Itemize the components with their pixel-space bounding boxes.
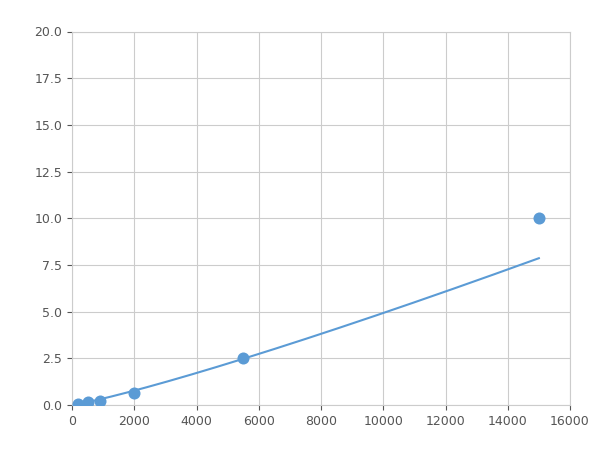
Point [238, 355, 248, 362]
Point [73, 400, 83, 407]
Point [83, 399, 92, 406]
Point [534, 215, 544, 222]
Point [130, 389, 139, 396]
Point [95, 398, 105, 405]
